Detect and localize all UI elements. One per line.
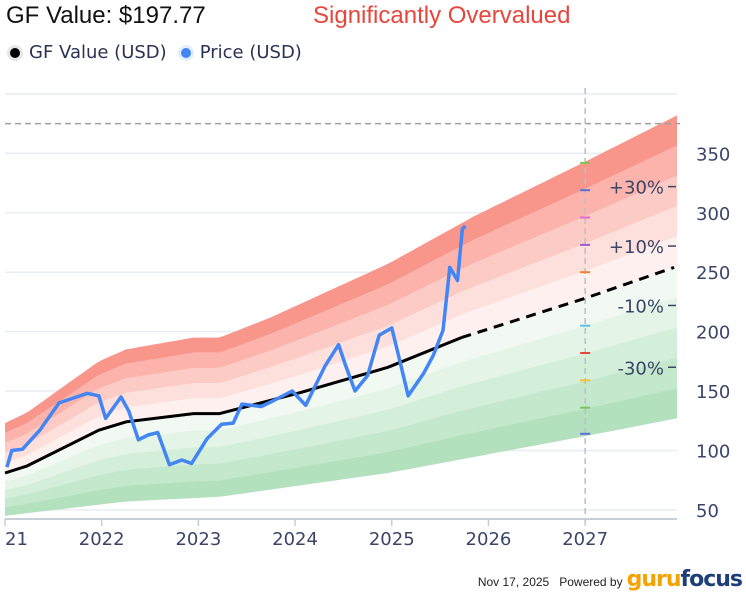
series-lines xyxy=(4,224,675,475)
x-axis: 21 2022 2023 2024 2025 2026 2027 xyxy=(4,518,677,550)
x-tick-label-2023: 2023 xyxy=(175,529,221,550)
y-tick-label-150: 150 xyxy=(696,382,730,403)
legend-item-gf-value[interactable]: GF Value (USD) xyxy=(10,42,167,63)
band-tick-markers xyxy=(580,161,591,435)
y-tick-label-300: 300 xyxy=(696,204,730,225)
footer-date: Nov 17, 2025 xyxy=(477,575,550,589)
band-1.2-1.1 xyxy=(5,206,677,463)
y-tick-label-250: 250 xyxy=(696,263,730,284)
band-1.5-1.4 xyxy=(5,115,677,434)
band-0.8-0.7 xyxy=(5,327,677,499)
band-label-+10%: +10% xyxy=(609,237,664,258)
legend-label-gf-value: GF Value (USD) xyxy=(29,42,167,63)
band-0.7-0.6 xyxy=(5,358,677,508)
legend-item-price[interactable]: Price (USD) xyxy=(180,42,302,63)
powered-by-text: Powered by xyxy=(559,575,623,589)
gf-value-line xyxy=(4,336,462,475)
band-label-+30%: +30% xyxy=(609,178,664,199)
footer: Nov 17, 2025 Powered by gurufocus xyxy=(477,569,743,591)
y-tick-label-350: 350 xyxy=(696,144,730,165)
gf-value-projection-line xyxy=(460,265,675,340)
y-tick-label-200: 200 xyxy=(696,323,730,344)
band-0.6-0.5 xyxy=(5,388,677,516)
x-tick-label-2025: 2025 xyxy=(369,529,415,550)
chart-legend: GF Value (USD) Price (USD) xyxy=(10,42,316,63)
legend-dot-price-icon xyxy=(180,47,191,58)
reference-lines xyxy=(5,88,680,523)
band-1-0.9 xyxy=(5,267,677,482)
gurufocus-logo[interactable]: gurufocus xyxy=(627,569,743,591)
band-label--30%: -30% xyxy=(617,358,664,379)
logo-part-guru: guru xyxy=(626,567,682,592)
y-tick-label-100: 100 xyxy=(696,441,730,462)
logo-part-focus: focus xyxy=(680,567,743,592)
band-label--10%: -10% xyxy=(617,296,664,317)
x-tick-label-2024: 2024 xyxy=(272,529,318,550)
band-1.4-1.3 xyxy=(5,145,677,444)
price-line xyxy=(5,224,467,468)
valuation-bands xyxy=(5,115,677,516)
y-axis: 50 100 150 200 250 300 350 xyxy=(696,144,730,522)
x-tick-label-2022: 2022 xyxy=(79,529,125,550)
valuation-verdict: Significantly Overvalued xyxy=(313,2,571,29)
y-tick-label-50: 50 xyxy=(696,501,719,522)
band-labels: +30% +10% -10% -30% xyxy=(609,178,676,379)
legend-dot-gf-value-icon xyxy=(10,47,20,58)
band-1.3-1.2 xyxy=(5,176,677,454)
x-tick-label-2026: 2026 xyxy=(466,529,512,550)
x-tick-label-21: 21 xyxy=(5,529,28,550)
x-tick-label-2027: 2027 xyxy=(562,529,608,550)
legend-label-price: Price (USD) xyxy=(199,42,302,63)
band-0.9-0.8 xyxy=(5,297,677,491)
band-1.1-1 xyxy=(5,237,677,473)
gf-value-title: GF Value: $197.77 xyxy=(6,2,206,29)
